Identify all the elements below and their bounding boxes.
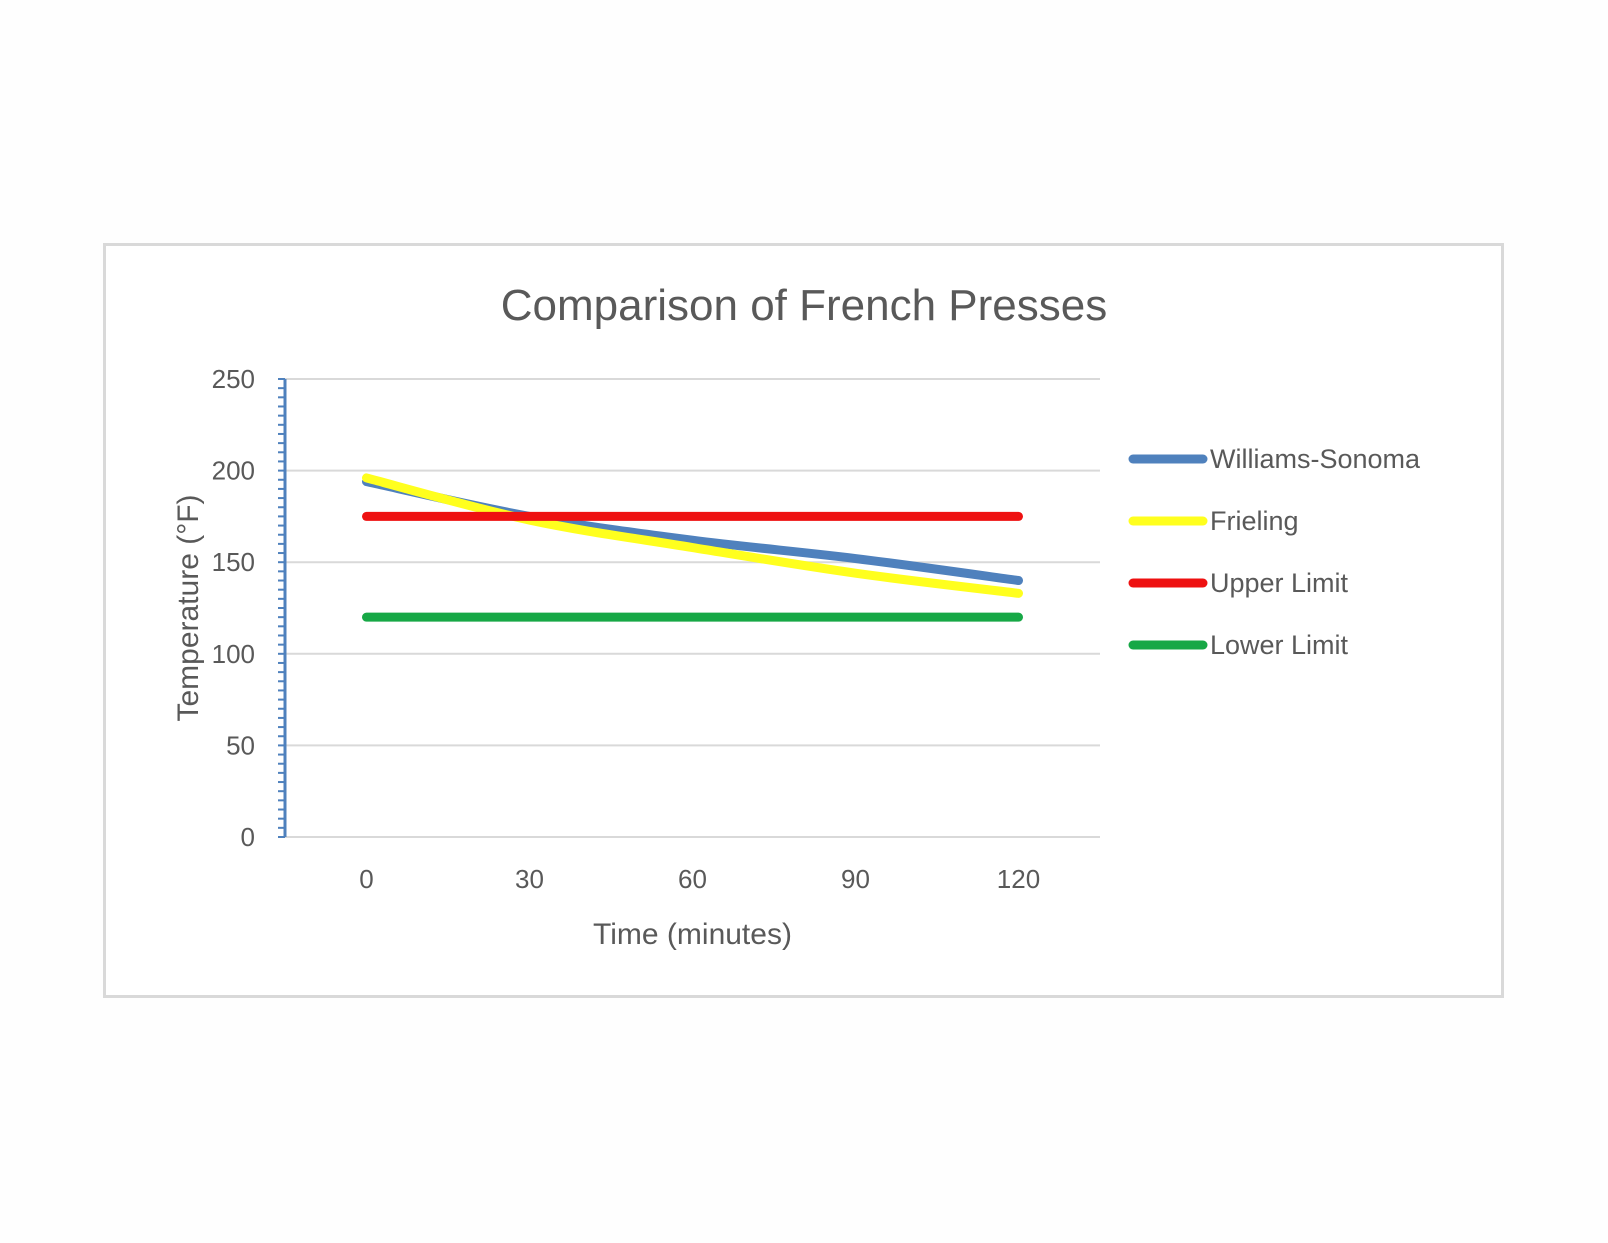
legend-label: Lower Limit (1210, 630, 1349, 660)
y-tick-label: 50 (226, 730, 255, 760)
x-axis: 0 30 60 90 120 (359, 864, 1040, 894)
y-tick-label: 100 (212, 639, 255, 669)
series-lines (362, 473, 1023, 622)
legend-label: Upper Limit (1210, 568, 1349, 598)
y-axis-title: Temperature (°F) (172, 494, 205, 721)
y-axis: 0 50 100 150 200 250 (212, 364, 287, 852)
gridlines (285, 378, 1100, 838)
legend-label: Williams-Sonoma (1210, 444, 1421, 474)
legend: Williams-Sonoma Frieling Upper Limit Lower … (1128, 444, 1421, 660)
y-tick-label: 250 (212, 364, 255, 394)
x-axis-title: Time (minutes) (593, 918, 792, 951)
chart-title: Comparison of French Presses (501, 281, 1107, 330)
legend-label: Frieling (1210, 506, 1299, 536)
y-tick-label: 0 (241, 822, 255, 852)
x-tick-label: 0 (359, 864, 373, 894)
series-line-frieling (362, 473, 1023, 598)
x-tick-label: 30 (515, 864, 544, 894)
y-tick-label: 150 (212, 547, 255, 577)
x-tick-label: 90 (841, 864, 870, 894)
x-tick-label: 60 (678, 864, 707, 894)
y-tick-label: 200 (212, 456, 255, 486)
series-line-williams-sonoma (362, 477, 1023, 586)
x-tick-label: 120 (997, 864, 1040, 894)
